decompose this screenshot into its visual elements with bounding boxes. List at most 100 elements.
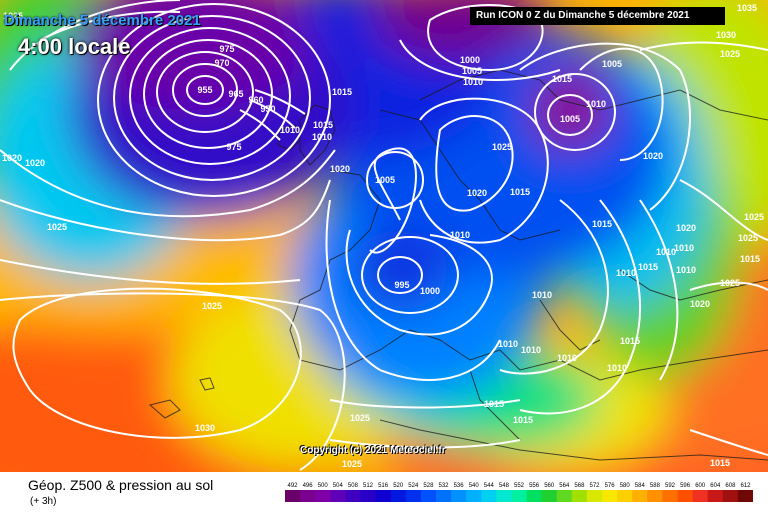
scale-swatch [360, 490, 377, 502]
scale-tick-label: 552 [514, 483, 525, 489]
isobar-label: 1025 [492, 142, 512, 152]
isobar-label: 1010 [586, 99, 606, 109]
isobar-label: 1010 [521, 345, 541, 355]
isobar-label: 1015 [552, 74, 572, 84]
isobar-label: 1025 [342, 459, 362, 469]
isobar-label: 1035 [737, 3, 757, 13]
scale-tick-label: 560 [544, 483, 555, 489]
isobar-label: 1015 [592, 219, 612, 229]
scale-swatch [541, 490, 558, 502]
isobar-label: 1015 [513, 415, 533, 425]
isobar-label: 1025 [720, 278, 740, 288]
scale-swatch [390, 490, 407, 502]
scale-tick-label: 516 [378, 483, 389, 489]
scale-tick-label: 508 [348, 483, 359, 489]
isobar-label: 1015 [332, 87, 352, 97]
isobar-label: 970 [214, 58, 229, 68]
scale-swatch [300, 490, 316, 502]
scale-tick-label: 492 [287, 483, 298, 489]
isobar-label: 1020 [643, 151, 663, 161]
scale-swatch [707, 490, 724, 502]
scale-swatch [526, 490, 543, 502]
scale-swatch [345, 490, 361, 502]
isobar-label: 1010 [312, 132, 332, 142]
isobar-label: 1020 [676, 223, 696, 233]
scale-tick-label: 580 [620, 483, 631, 489]
isobar-label: 1010 [674, 243, 694, 253]
scale-swatch [722, 490, 739, 502]
scale-swatch [617, 490, 633, 502]
isobar-label: 1020 [690, 299, 710, 309]
isobar-label: 975 [226, 142, 241, 152]
isobar-label: 1020 [25, 158, 45, 168]
scale-tick-label: 572 [589, 483, 600, 489]
isobar-label: 1020 [467, 188, 487, 198]
scale-swatch [405, 490, 422, 502]
scale-tick-label: 596 [680, 483, 691, 489]
isobar-label: 1015 [638, 262, 658, 272]
scale-tick-label: 588 [650, 483, 661, 489]
isobar-label: 1000 [460, 55, 480, 65]
scale-tick-label: 500 [318, 483, 329, 489]
scale-tick-label: 608 [725, 483, 736, 489]
isobar-label: 1010 [676, 265, 696, 275]
scale-tick-label: 612 [740, 483, 751, 489]
isobar-label: 1025 [3, 11, 23, 21]
scale-tick-label: 540 [469, 483, 480, 489]
scale-swatch [466, 490, 482, 502]
scale-swatch [602, 490, 618, 502]
isobar-label: 1015 [313, 120, 333, 130]
scale-tick-label: 604 [710, 483, 721, 489]
isobar-label: 1030 [716, 30, 736, 40]
scale-swatch [451, 490, 467, 502]
forecast-offset: (+ 3h) [30, 496, 57, 507]
isobar-label: 955 [197, 85, 212, 95]
isobar-label: 1015 [484, 399, 504, 409]
scale-tick-label: 564 [559, 483, 570, 489]
isobar-label: 1010 [616, 268, 636, 278]
isobar-label: 995 [394, 280, 409, 290]
isobar-lines [0, 0, 768, 471]
isobar-label: 1025 [47, 222, 67, 232]
scale-tick-label: 548 [499, 483, 510, 489]
legend-bar: Géop. Z500 & pression au sol (+ 3h) 492 4… [0, 472, 768, 512]
isobar-labels: 975 970 965 960 955 950 975 1015 1010 10… [2, 3, 764, 469]
geopotential-color-field [0, 0, 768, 472]
scale-tick-label: 556 [529, 483, 540, 489]
model-run-info: Run ICON 0 Z du Dimanche 5 décembre 2021 [470, 7, 725, 25]
isobar-label: 1005 [375, 175, 395, 185]
isobar-label: 1025 [744, 212, 764, 222]
scale-swatch [662, 490, 678, 502]
scale-swatch [647, 490, 663, 502]
scale-swatch [420, 490, 437, 502]
scale-swatch [315, 490, 331, 502]
scale-swatch [556, 490, 573, 502]
copyright-notice: Copyright (c) 2021 Meteociel.fr [300, 445, 446, 456]
isobar-label: 1010 [607, 363, 627, 373]
scale-tick-label: 568 [574, 483, 585, 489]
color-scale: 492 496 500 504 508 512 516 520 524 528 532 536 540 5… [285, 483, 753, 502]
isobar-label: 1010 [280, 125, 300, 135]
isobar-label: 1015 [740, 254, 760, 264]
isobar-label: 1030 [195, 423, 215, 433]
isobar-label: 1005 [560, 114, 580, 124]
scale-swatch [632, 490, 648, 502]
isobar-label: 950 [260, 104, 275, 114]
isobar-label: 975 [219, 44, 234, 54]
scale-tick-label: 528 [423, 483, 434, 489]
scale-swatch [571, 490, 588, 502]
scale-swatch [436, 490, 452, 502]
isobar-label: 1015 [620, 336, 640, 346]
scale-swatch [692, 490, 709, 502]
scale-tick-label: 512 [363, 483, 374, 489]
isobar-label: 1010 [532, 290, 552, 300]
isobar-label: 1025 [350, 413, 370, 423]
isobar-label: 1025 [202, 301, 222, 311]
scale-tick-label: 536 [454, 483, 465, 489]
scale-tick-label: 592 [665, 483, 676, 489]
scale-swatch [511, 490, 528, 502]
isobar-label: 1010 [498, 339, 518, 349]
isobar-label: 1015 [510, 187, 530, 197]
scale-swatch [330, 490, 346, 502]
